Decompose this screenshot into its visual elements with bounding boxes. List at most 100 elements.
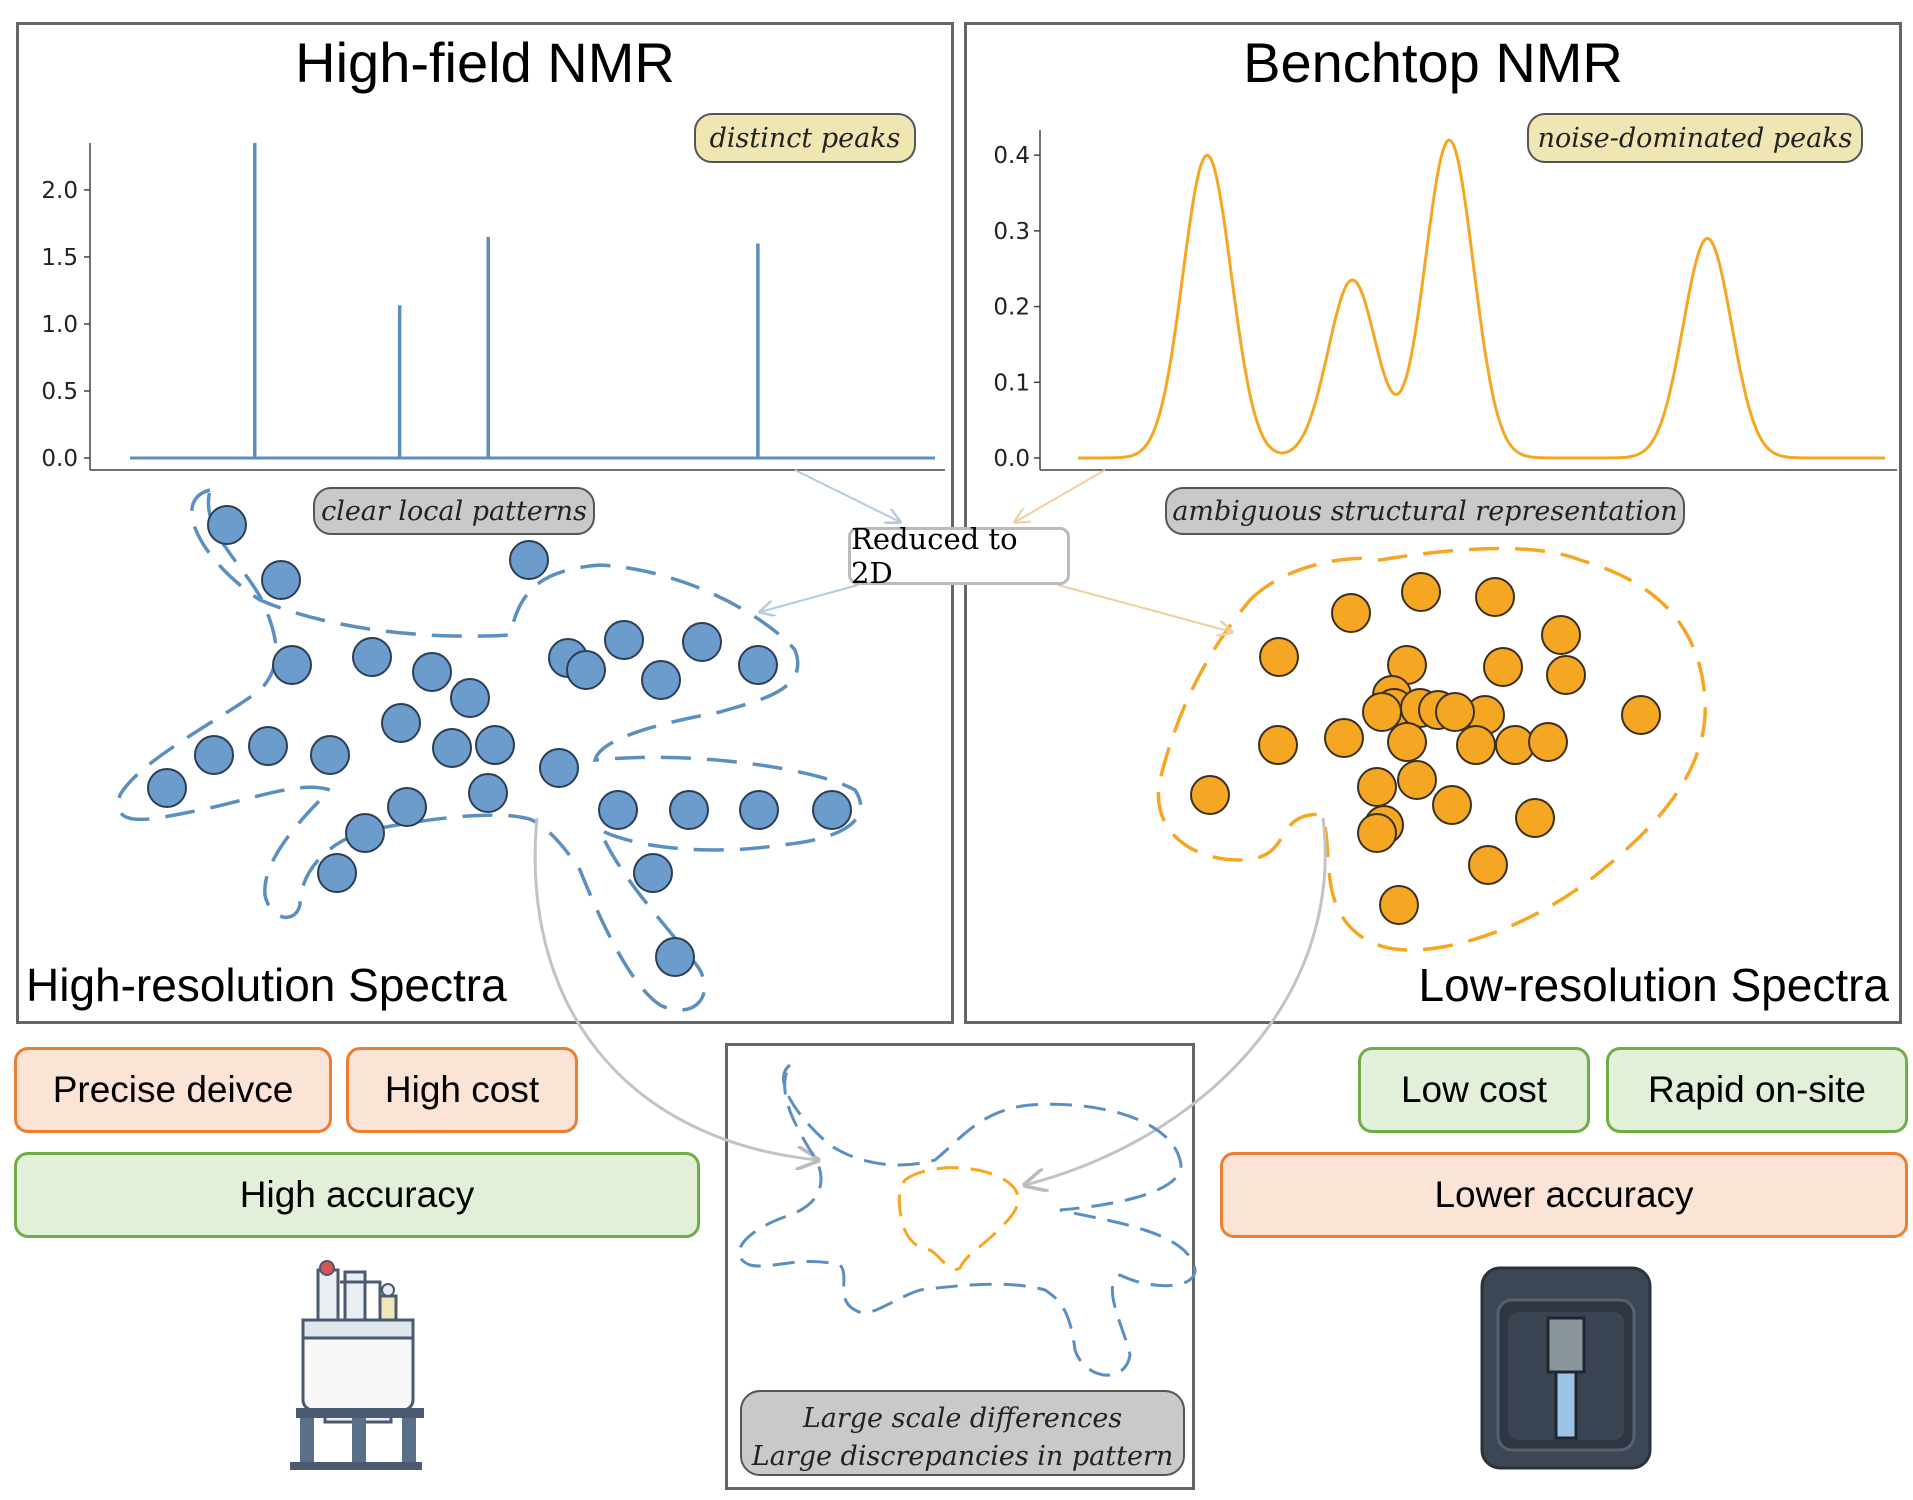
distinct-peaks-tag: distinct peaks [694, 113, 916, 163]
right-ytick-label: 0.4 [993, 143, 1030, 169]
low-resolution-subtitle: Low-resolution Spectra [1418, 959, 1889, 1011]
benchtop-point [1331, 593, 1371, 633]
benchtop-title: Benchtop NMR [1243, 31, 1623, 94]
ambiguous-structure-tag: ambiguous structural representation [1165, 487, 1685, 535]
clear-local-patterns-tag: clear local patterns [313, 487, 595, 535]
high-field-point [317, 853, 357, 893]
benchtop-point [1190, 775, 1230, 815]
benchtop-point [1456, 725, 1496, 765]
benchtop-point [1258, 725, 1298, 765]
benchtop-point [1357, 813, 1397, 853]
benchtop-point [1475, 577, 1515, 617]
benchtop-point [1259, 637, 1299, 677]
high-field-point [566, 650, 606, 690]
reduced-to-2d-label: Reduced to 2D [848, 522, 1070, 590]
high-field-point [147, 768, 187, 808]
benchtop-point [1432, 785, 1472, 825]
high-field-point [669, 790, 709, 830]
high-field-point [387, 787, 427, 827]
note-line-scale: Large scale differences [802, 1403, 1123, 1434]
benchtop-point [1515, 798, 1555, 838]
rapid-on-site-pill: Rapid on-site [1606, 1047, 1908, 1133]
high-field-point [739, 790, 779, 830]
benchtop-point [1483, 647, 1523, 687]
high-field-point [812, 790, 852, 830]
high-cost-pill: High cost [346, 1047, 578, 1133]
right-ytick-label: 0.0 [993, 446, 1030, 472]
benchtop-point [1541, 615, 1581, 655]
benchtop-point [1546, 655, 1586, 695]
left-ytick-label: 0.0 [41, 446, 78, 472]
left-ytick-label: 2.0 [41, 178, 78, 204]
lower-accuracy-pill: Lower accuracy [1220, 1152, 1908, 1238]
high-field-cluster-outline [116, 487, 863, 1012]
precise-device-pill: Precise deivce [14, 1047, 332, 1133]
benchtop-spectrum-line [1078, 138, 1885, 460]
noise-dominated-peaks-tag: noise-dominated peaks [1527, 113, 1863, 163]
right-ytick-label: 0.3 [993, 219, 1030, 245]
high-field-point [261, 560, 301, 600]
arrow-high-field-to-comparison [533, 817, 818, 1160]
benchtop-nmr-device-icon [1480, 1266, 1652, 1470]
low-cost-pill: Low cost [1358, 1047, 1590, 1133]
high-field-title: High-field NMR [295, 31, 675, 94]
arrow-right-chart-to-reduced [1015, 469, 1106, 522]
high-field-point [272, 645, 312, 685]
high-field-point [310, 735, 350, 775]
benchtop-point [1324, 718, 1364, 758]
benchtop-point [1379, 885, 1419, 925]
high-field-point [468, 773, 508, 813]
benchtop-spectrum-chart: 0.0 0.1 0.2 0.3 0.4 [993, 130, 1897, 472]
high-field-point [641, 660, 681, 700]
benchtop-point [1362, 692, 1402, 732]
benchtop-point [1401, 572, 1441, 612]
comparison-blue-outline [737, 1063, 1197, 1377]
right-ytick-label: 0.2 [993, 295, 1030, 321]
benchtop-cluster-outline [1156, 546, 1707, 952]
high-field-point [381, 703, 421, 743]
benchtop-point [1357, 767, 1397, 807]
right-ytick-label: 0.1 [993, 370, 1030, 396]
comparison-orange-outline [897, 1166, 1020, 1271]
arrow-left-chart-to-reduced [794, 469, 900, 522]
high-field-point [682, 622, 722, 662]
left-ytick-label: 1.0 [41, 312, 78, 338]
benchtop-point [1397, 760, 1437, 800]
benchtop-point [1468, 845, 1508, 885]
arrow-reduced-to-right-cluster [1057, 584, 1232, 632]
arrow-reduced-to-left-cluster [760, 584, 859, 612]
high-field-point [738, 645, 778, 685]
benchtop-point [1621, 695, 1661, 735]
high-field-point [352, 637, 392, 677]
benchtop-point [1528, 722, 1568, 762]
high-field-point [207, 505, 247, 545]
note-line-pattern: Large discrepancies in pattern [751, 1441, 1174, 1472]
high-field-point [598, 790, 638, 830]
high-resolution-subtitle: High-resolution Spectra [26, 959, 507, 1011]
left-ytick-label: 1.5 [41, 245, 78, 271]
high-field-point [345, 813, 385, 853]
high-field-point [655, 937, 695, 977]
high-field-spectrum-chart: 0.0 0.5 1.0 1.5 2.0 [41, 143, 945, 472]
high-field-points [147, 505, 852, 977]
high-field-point [432, 728, 472, 768]
high-field-point [412, 652, 452, 692]
arrow-benchtop-to-comparison [1025, 817, 1327, 1185]
high-field-point [248, 726, 288, 766]
high-field-point [633, 853, 673, 893]
comparison-note: Large scale differences Large discrepanc… [740, 1390, 1185, 1476]
high-field-point [509, 540, 549, 580]
left-ytick-label: 0.5 [41, 379, 78, 405]
high-field-nmr-magnet-icon [290, 1260, 424, 1470]
benchtop-point [1435, 692, 1475, 732]
benchtop-points [1190, 572, 1661, 925]
high-field-point [475, 725, 515, 765]
high-field-point [539, 748, 579, 788]
high-accuracy-pill: High accuracy [14, 1152, 700, 1238]
high-field-point [604, 620, 644, 660]
high-field-point [450, 678, 490, 718]
benchtop-point [1387, 722, 1427, 762]
high-field-point [194, 735, 234, 775]
